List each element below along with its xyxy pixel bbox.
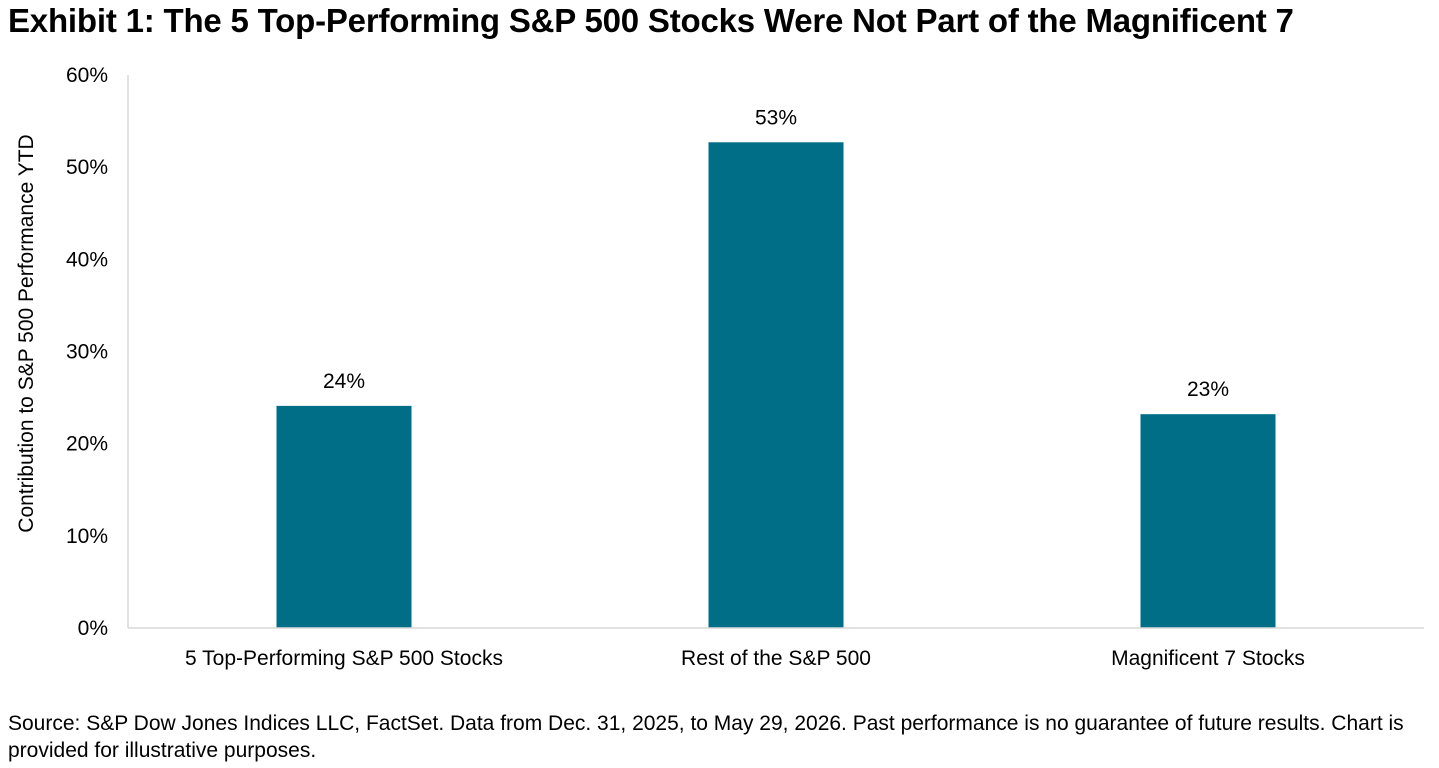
data-label: 53% [755, 106, 797, 129]
x-tick-label: Rest of the S&P 500 [681, 647, 871, 670]
x-axis-labels: 5 Top-Performing S&P 500 Stocks Rest of t… [185, 647, 1305, 670]
data-label: 24% [323, 370, 365, 393]
bar [276, 405, 412, 628]
x-tick-label: Magnificent 7 Stocks [1111, 647, 1305, 670]
y-tick-label: 20% [66, 433, 108, 456]
bar [1140, 414, 1276, 628]
source-note: Source: S&P Dow Jones Indices LLC, FactS… [8, 712, 1404, 762]
y-tick-label: 50% [66, 156, 108, 179]
y-axis-ticks: 0% 10% 20% 30% 40% 50% 60% [66, 64, 108, 640]
bars [276, 142, 1276, 628]
bar [708, 142, 844, 628]
data-labels: 24% 53% 23% [323, 106, 1229, 401]
y-tick-label: 30% [66, 341, 108, 364]
y-tick-label: 10% [66, 525, 108, 548]
y-tick-label: 0% [78, 617, 108, 640]
bar-chart: 0% 10% 20% 30% 40% 50% 60% 24% 53% 23% 5 Top-Per… [15, 64, 1424, 670]
x-tick-label: 5 Top-Performing S&P 500 Stocks [185, 647, 503, 670]
chart-title: Exhibit 1: The 5 Top-Performing S&P 500 … [8, 2, 1294, 39]
y-tick-label: 60% [66, 64, 108, 87]
data-label: 23% [1187, 378, 1229, 401]
y-tick-label: 40% [66, 248, 108, 271]
y-axis-title: Contribution to S&P 500 Performance YTD [15, 134, 38, 532]
